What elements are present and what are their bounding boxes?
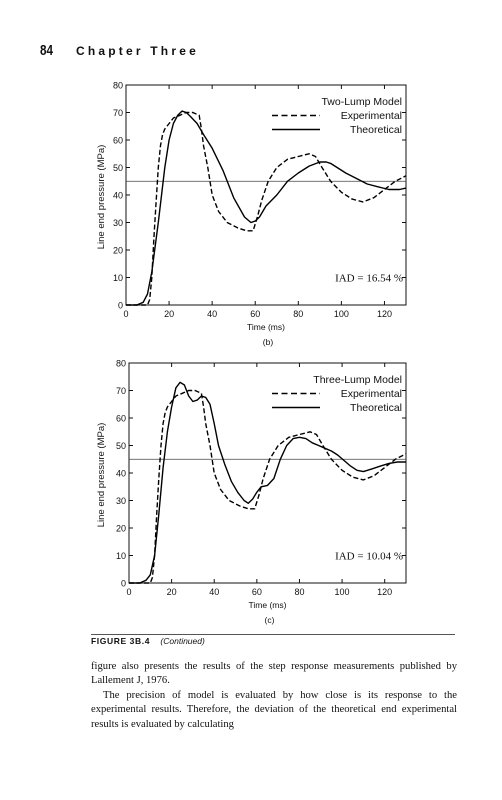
iad-annotation: IAD = 16.54 % xyxy=(335,273,403,285)
x-tick-label: 40 xyxy=(207,309,217,319)
x-tick-label: 80 xyxy=(293,309,303,319)
x-tick-label: 40 xyxy=(209,587,219,597)
legend-title: Three-Lump Model xyxy=(313,374,402,386)
y-tick-label: 10 xyxy=(113,273,123,283)
y-tick-label: 40 xyxy=(116,469,126,479)
paragraph: figure also presents the results of the … xyxy=(91,661,457,687)
x-axis-label: Time (ms) xyxy=(249,600,287,610)
x-tick-label: 120 xyxy=(377,309,392,319)
chapter-title: Chapter Three xyxy=(76,44,199,58)
x-tick-label: 100 xyxy=(334,309,349,319)
y-tick-label: 20 xyxy=(113,246,123,256)
legend-entry: Theoretical xyxy=(350,402,402,414)
y-axis-label: Line end pressure (MPa) xyxy=(96,145,107,250)
legend-entry: Experimental xyxy=(341,388,402,400)
series-theoretical-line xyxy=(126,110,407,306)
panel-label: (b) xyxy=(263,337,274,347)
x-tick-label: 0 xyxy=(126,587,131,597)
iad-annotation: IAD = 10.04 % xyxy=(335,551,403,563)
y-tick-label: 10 xyxy=(116,551,126,561)
series-theoretical-line xyxy=(129,381,406,584)
figure-continued: (Continued) xyxy=(160,636,205,646)
y-tick-label: 20 xyxy=(116,524,126,534)
paragraph: The precision of model is evaluated by h… xyxy=(91,689,457,730)
chart-panel: 0 10 20 30 40 50 60 70 80 0 20 40 60 80 100 120 Time (ms… xyxy=(96,81,407,347)
y-tick-label: 60 xyxy=(113,136,123,146)
figure-caption: FIGURE 3B.4 (Continued) xyxy=(91,636,205,646)
running-header: 84 Chapter Three xyxy=(40,42,196,59)
y-tick-label: 30 xyxy=(113,218,123,228)
x-axis-label: Time (ms) xyxy=(247,322,285,332)
x-tick-label: 60 xyxy=(252,587,262,597)
x-tick-label: 0 xyxy=(123,309,128,319)
y-tick-label: 70 xyxy=(116,386,126,396)
y-tick-label: 30 xyxy=(116,496,126,506)
figure-label: FIGURE 3B.4 xyxy=(91,636,151,646)
x-tick-label: 20 xyxy=(167,587,177,597)
x-tick-label: 120 xyxy=(377,587,392,597)
y-tick-label: 40 xyxy=(113,191,123,201)
y-axis-label: Line end pressure (MPa) xyxy=(96,423,107,528)
x-tick-label: 60 xyxy=(250,309,260,319)
x-tick-label: 20 xyxy=(164,309,174,319)
y-tick-label: 0 xyxy=(118,301,123,311)
caption-rule xyxy=(91,634,455,635)
y-tick-label: 50 xyxy=(113,163,123,173)
y-tick-label: 0 xyxy=(121,579,126,589)
series-experimental-line xyxy=(126,111,407,306)
y-tick-label: 80 xyxy=(116,359,126,369)
panel-label: (c) xyxy=(265,615,275,625)
x-tick-label: 80 xyxy=(294,587,304,597)
legend-entry: Theoretical xyxy=(350,124,402,136)
legend-entry: Experimental xyxy=(341,110,402,122)
body-text: figure also presents the results of the … xyxy=(91,660,457,732)
chart-panel: 0 10 20 30 40 50 60 70 80 0 20 40 60 80 100 120 Time (ms… xyxy=(96,359,407,625)
y-tick-label: 60 xyxy=(116,414,126,424)
y-tick-label: 80 xyxy=(113,81,123,91)
y-tick-label: 50 xyxy=(116,441,126,451)
y-tick-label: 70 xyxy=(113,108,123,118)
series-experimental-line xyxy=(129,389,407,584)
x-tick-label: 100 xyxy=(335,587,350,597)
legend-title: Two-Lump Model xyxy=(321,96,402,108)
page-number: 84 xyxy=(40,42,54,59)
